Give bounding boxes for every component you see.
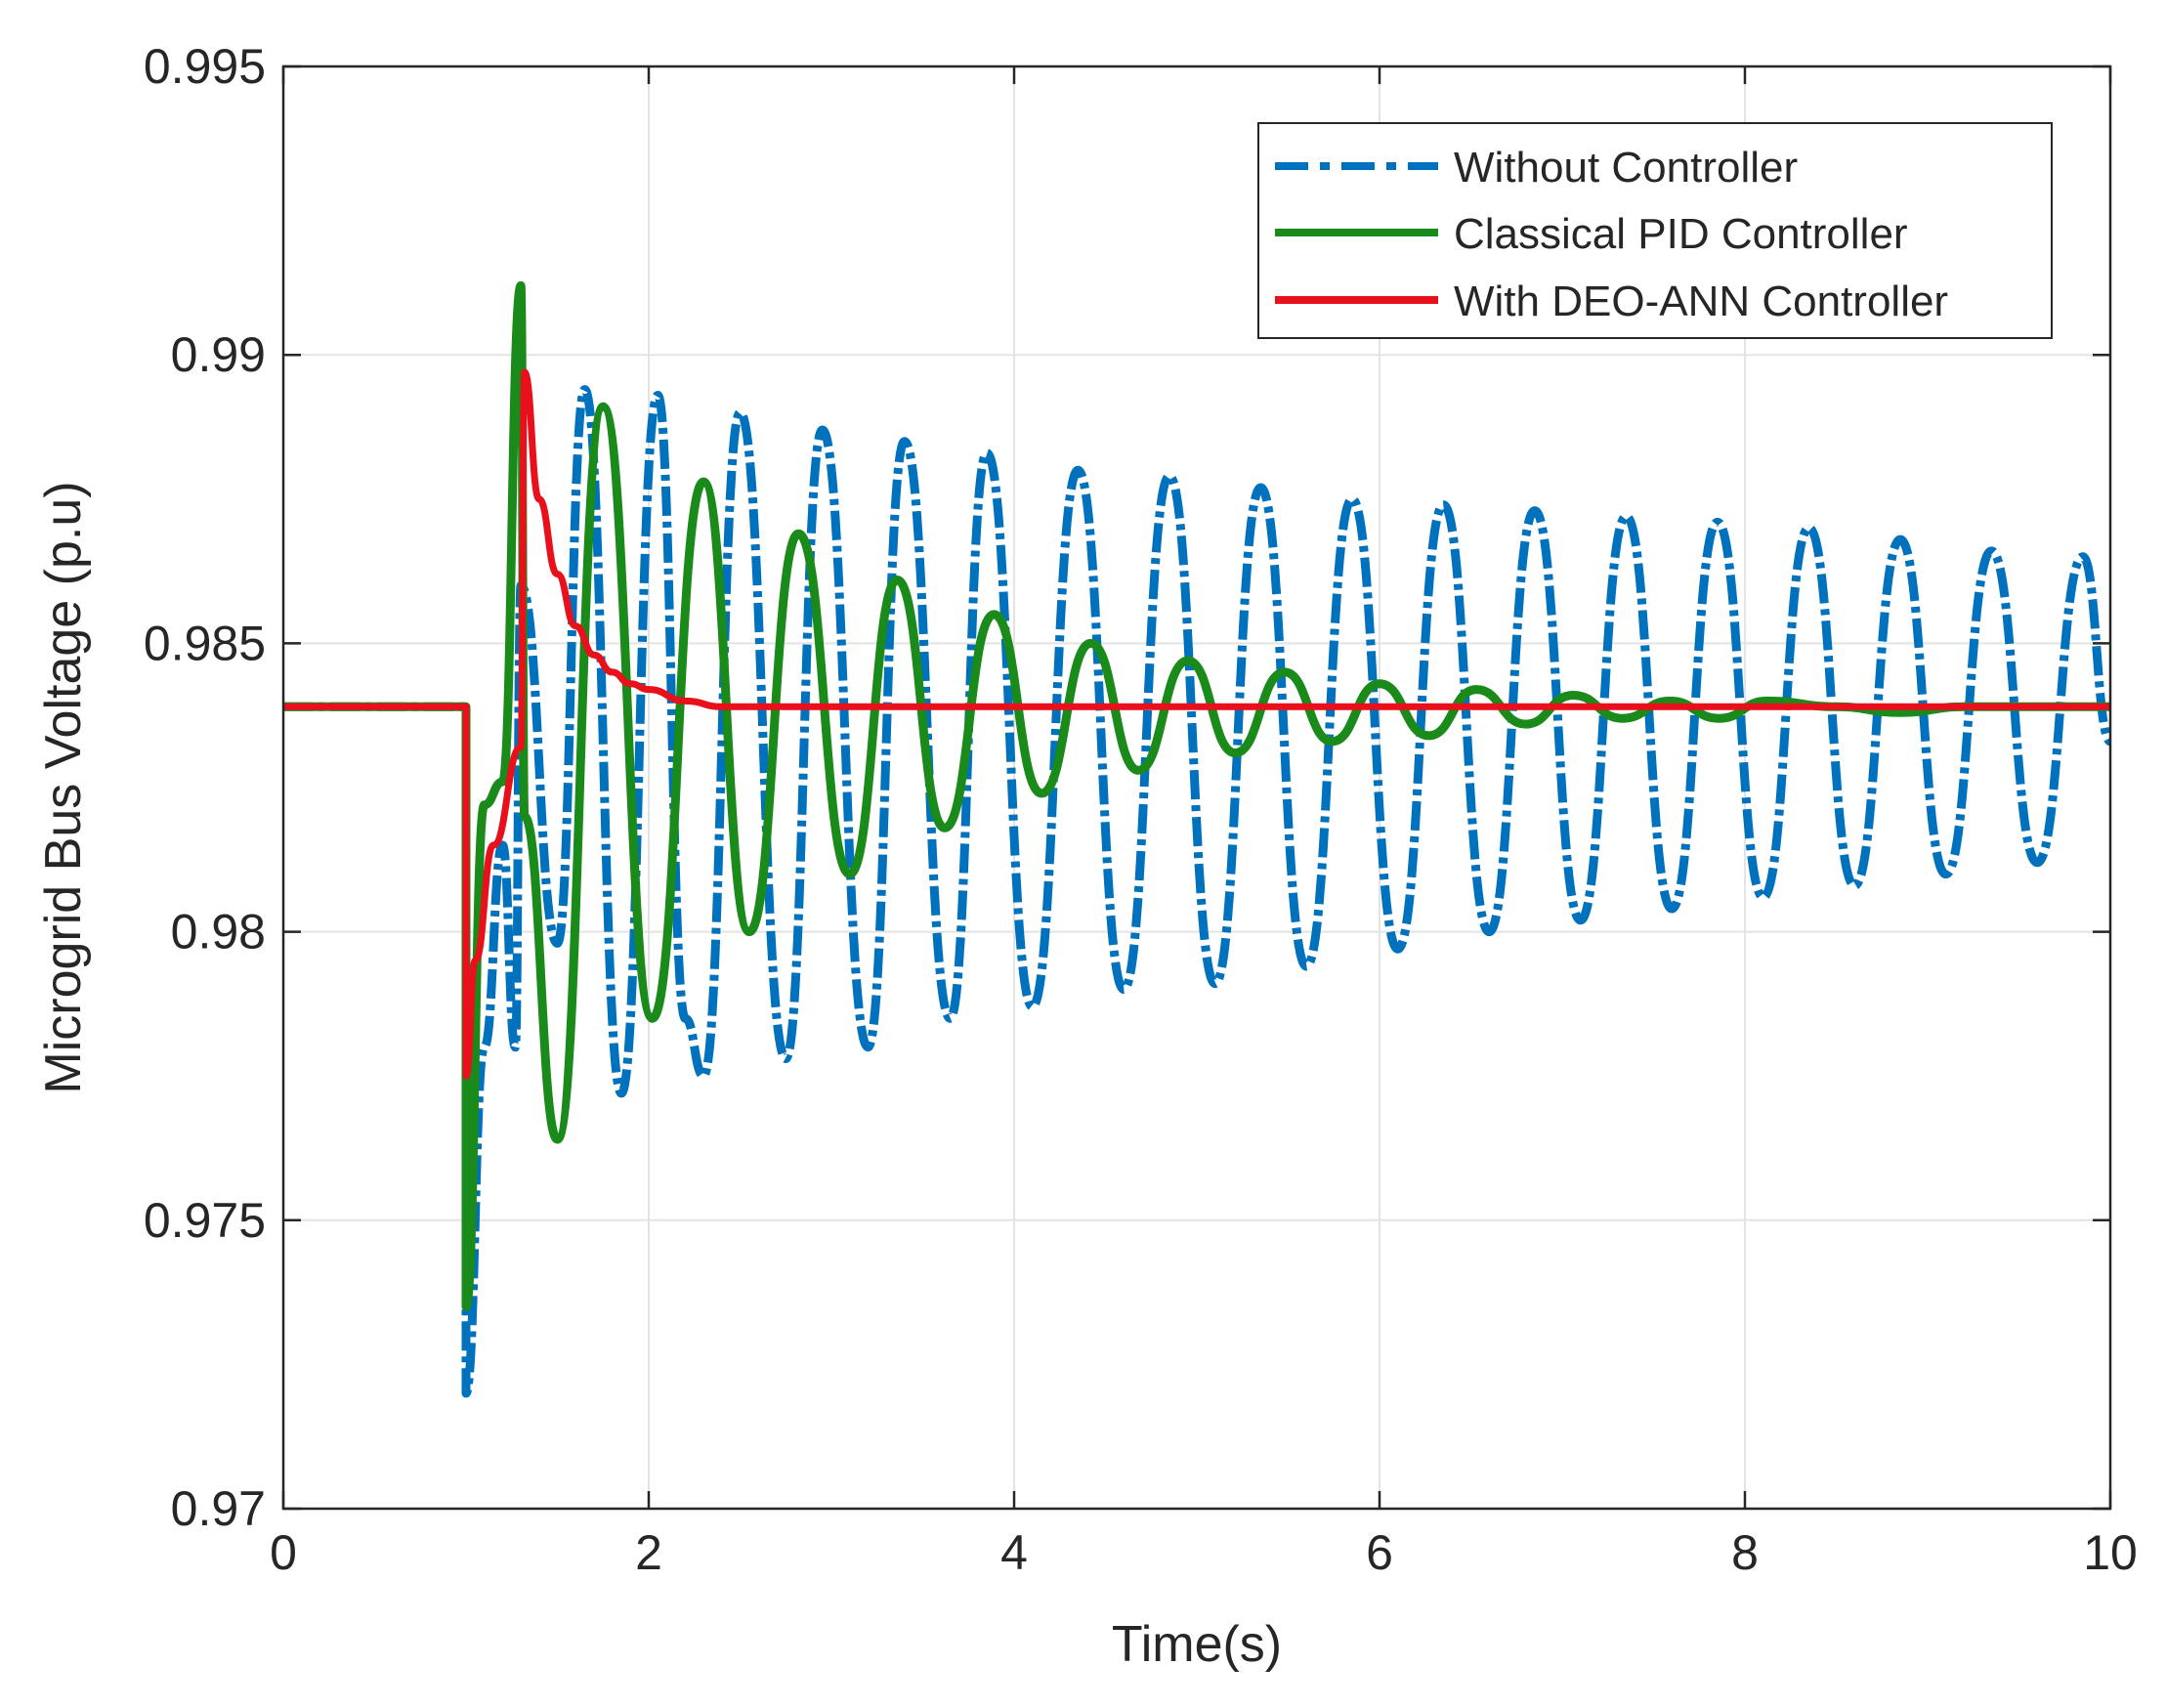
y-tick-label: 0.98 [171, 905, 266, 960]
legend-label-classical-pid: Classical PID Controller [1454, 210, 1908, 258]
series-line-0 [282, 385, 2115, 1398]
legend-label-without-controller: Without Controller [1454, 144, 1798, 192]
x-tick-label: 6 [1366, 1525, 1393, 1580]
legend: Without Controller Classical PID Control… [1257, 122, 2053, 339]
x-tick-label: 4 [1000, 1525, 1028, 1580]
tick-labels: 0 2 4 6 8 10 0.97 0.975 0.98 0.985 0.99 0.995 [144, 39, 2138, 1580]
x-axis-label: Time(s) [1112, 1616, 1282, 1673]
y-tick-label: 0.97 [171, 1481, 266, 1536]
series-lines [282, 280, 2115, 1398]
y-tick-label: 0.995 [144, 39, 266, 94]
plot-frame [281, 64, 2112, 1511]
legend-label-deo-ann: With DEO-ANN Controller [1454, 278, 1948, 325]
y-tick-label: 0.975 [144, 1193, 266, 1248]
series-line-1 [282, 280, 2110, 1311]
x-tick-label: 8 [1731, 1525, 1759, 1580]
y-axis-label: Microgrid Bus Voltage (p.u) [35, 481, 92, 1093]
series-line-2 [282, 368, 2110, 1080]
x-tick-label: 2 [635, 1525, 662, 1580]
axis-ticks [281, 64, 2112, 1511]
y-tick-label: 0.99 [171, 327, 266, 382]
x-tick-label: 0 [270, 1525, 297, 1580]
x-tick-label: 10 [2083, 1525, 2138, 1580]
y-tick-label: 0.985 [144, 616, 266, 670]
